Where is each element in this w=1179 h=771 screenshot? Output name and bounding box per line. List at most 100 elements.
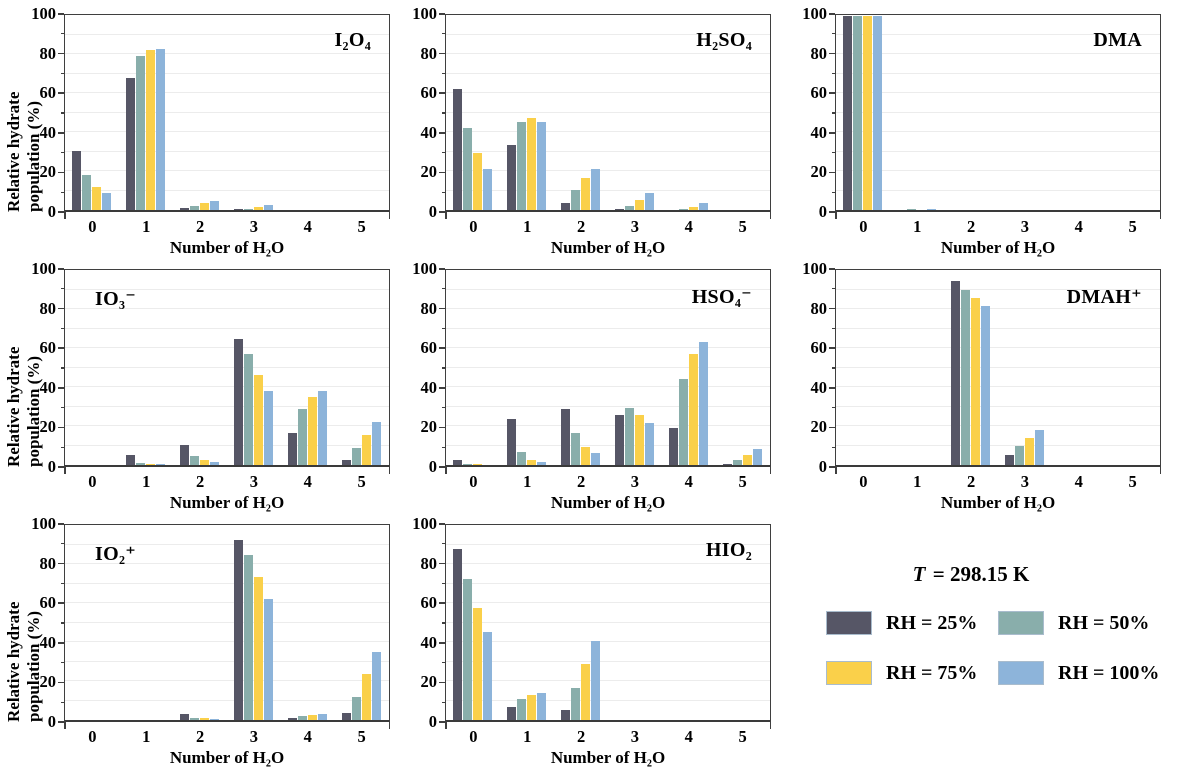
x-tick-label: 4 xyxy=(303,217,312,236)
gridline xyxy=(446,602,770,604)
y-major-tick xyxy=(58,466,64,468)
gridline xyxy=(65,327,389,329)
y-major-tick xyxy=(829,211,835,213)
bar-io3-x4-s3 xyxy=(317,391,327,465)
y-tick-label: 100 xyxy=(802,259,827,278)
y-tick-label: 80 xyxy=(39,43,57,63)
bar-io2-x3-s1 xyxy=(243,554,253,720)
gridline xyxy=(65,425,389,427)
bar-hso4-x2-s0 xyxy=(561,408,571,465)
legend-panel: T = 298.15 K RH = 25% RH = 50% RH = 75% … xyxy=(786,510,1179,771)
x-tick-label: 4 xyxy=(1074,217,1083,236)
y-major-tick xyxy=(58,523,64,525)
y-tick-label: 60 xyxy=(420,83,438,103)
y-tick-label: 60 xyxy=(39,83,57,103)
y-minor-tick xyxy=(441,112,445,114)
bar-hio2-x1-s2 xyxy=(527,694,537,720)
y-major-tick xyxy=(58,642,64,644)
gridline xyxy=(446,308,770,310)
gridline xyxy=(446,444,770,446)
gridline xyxy=(65,72,389,74)
gridline xyxy=(836,131,1160,133)
y-minor-tick xyxy=(831,327,835,329)
gridline xyxy=(836,288,1160,290)
x-tick-label: 2 xyxy=(576,217,586,236)
y-tick-label: 0 xyxy=(428,457,437,476)
x-tick-label: 1 xyxy=(142,727,151,746)
bar-dmah-x3-s0 xyxy=(1004,455,1014,465)
gridline xyxy=(836,189,1160,191)
y-tick-label: 20 xyxy=(39,417,57,437)
gridline xyxy=(65,660,389,662)
bar-io3-x3-s1 xyxy=(243,354,253,465)
bar-io3-x4-s1 xyxy=(297,408,307,465)
y-minor-tick xyxy=(441,446,445,448)
y-major-tick xyxy=(58,52,64,55)
gridline xyxy=(446,111,770,113)
bar-hso4-x2-s2 xyxy=(581,446,591,465)
gridline xyxy=(65,699,389,701)
y-major-tick xyxy=(439,211,445,213)
y-major-tick xyxy=(829,426,835,429)
gridline xyxy=(65,53,389,55)
y-minor-tick xyxy=(60,327,64,329)
y-tick-label: 0 xyxy=(47,457,56,476)
y-tick-label: 100 xyxy=(31,259,56,278)
gridline xyxy=(446,543,770,545)
x-tick-label: 3 xyxy=(630,217,640,236)
bar-h2so4-x1-s3 xyxy=(537,121,547,210)
bar-hso4-x4-s0 xyxy=(668,428,678,465)
temperature-symbol: T xyxy=(912,562,926,586)
bar-h2so4-x2-s0 xyxy=(561,203,571,210)
x-tick-label: 0 xyxy=(469,217,478,236)
bar-i2o4-x0-s2 xyxy=(92,186,102,210)
y-tick-label: 20 xyxy=(39,672,57,692)
y-minor-tick xyxy=(60,367,64,369)
y-minor-tick xyxy=(60,152,64,154)
x-tick-label: 3 xyxy=(249,727,259,746)
gridline xyxy=(65,444,389,446)
y-tick-label: 40 xyxy=(420,122,438,142)
y-tick-label: 0 xyxy=(47,712,56,731)
y-tick-label: 0 xyxy=(818,457,827,476)
bar-hso4-x3-s2 xyxy=(634,415,644,465)
bar-h2so4-x0-s3 xyxy=(483,169,493,210)
panel-title: DMA xyxy=(1093,29,1142,51)
bar-hso4-x2-s3 xyxy=(591,453,601,465)
x-tick-label: 2 xyxy=(966,472,976,491)
legend-item-rh50: RH = 50% xyxy=(998,611,1170,635)
bar-i2o4-x2-s0 xyxy=(180,208,190,210)
axis-spine-extension xyxy=(1159,211,1161,219)
bar-io3-x5-s1 xyxy=(351,448,361,465)
y-minor-tick xyxy=(60,191,64,193)
gridline xyxy=(446,425,770,427)
y-major-tick xyxy=(58,562,64,565)
legend-items: RH = 25% RH = 50% RH = 75% RH = 100% xyxy=(826,598,1159,698)
y-major-tick xyxy=(439,642,445,644)
bar-h2so4-x3-s1 xyxy=(624,206,634,210)
bar-h2so4-x1-s1 xyxy=(517,122,527,210)
y-minor-tick xyxy=(831,367,835,369)
bar-io3-x5-s3 xyxy=(371,422,381,465)
y-tick-label: 80 xyxy=(420,298,438,318)
bar-dma-x0-s1 xyxy=(853,15,863,210)
x-tick-label: 3 xyxy=(630,727,640,746)
plot-area: DMAH⁺ xyxy=(835,269,1161,467)
y-major-tick xyxy=(829,13,835,15)
bar-hso4-x0-s0 xyxy=(453,460,463,465)
gridline xyxy=(65,602,389,604)
bar-io2-x2-s2 xyxy=(200,718,210,720)
y-minor-tick xyxy=(441,191,445,193)
bar-hso4-x3-s3 xyxy=(644,423,654,465)
bar-i2o4-x1-s1 xyxy=(136,56,146,210)
y-minor-tick xyxy=(831,407,835,409)
bar-io2-x5-s1 xyxy=(351,696,361,720)
gridline xyxy=(65,405,389,407)
y-minor-tick xyxy=(441,327,445,329)
y-minor-tick xyxy=(60,72,64,74)
bar-h2so4-x4-s1 xyxy=(678,209,688,210)
bar-i2o4-x3-s1 xyxy=(243,208,253,210)
gridline xyxy=(836,327,1160,329)
y-tick-label: 20 xyxy=(420,417,438,437)
x-tick-label: 3 xyxy=(1020,217,1030,236)
